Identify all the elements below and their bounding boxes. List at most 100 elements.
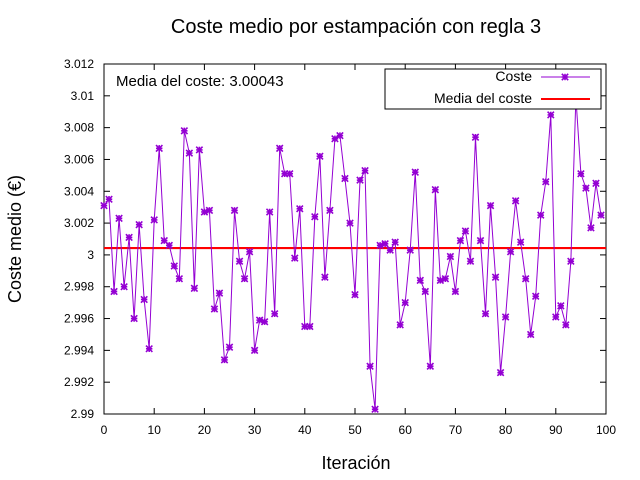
data-point-coste bbox=[521, 275, 530, 283]
data-point-coste bbox=[165, 241, 174, 250]
data-point-coste bbox=[235, 257, 244, 266]
data-point-coste bbox=[316, 152, 324, 161]
data-point-coste bbox=[536, 211, 545, 219]
data-point-coste bbox=[366, 362, 374, 371]
x-axis-label: Iteración bbox=[321, 453, 390, 473]
data-point-coste bbox=[562, 321, 570, 329]
data-point-coste bbox=[567, 257, 575, 266]
data-point-coste bbox=[371, 405, 379, 413]
data-point-coste bbox=[381, 240, 389, 248]
data-point-coste bbox=[406, 246, 414, 254]
data-point-coste bbox=[597, 211, 605, 219]
legend-marker-coste bbox=[561, 73, 569, 81]
data-point-coste bbox=[471, 133, 480, 141]
data-point-coste bbox=[326, 206, 334, 215]
data-point-coste bbox=[296, 205, 304, 213]
data-point-coste bbox=[110, 287, 118, 296]
data-point-coste bbox=[557, 302, 565, 310]
data-point-coste bbox=[190, 284, 199, 293]
data-point-coste bbox=[491, 273, 500, 281]
data-point-coste bbox=[421, 287, 430, 296]
y-tick-label: 2.992 bbox=[64, 375, 94, 389]
data-point-coste bbox=[250, 346, 259, 355]
data-point-coste bbox=[195, 146, 204, 154]
data-point-coste bbox=[426, 362, 435, 371]
x-tick-label: 20 bbox=[198, 423, 212, 437]
data-point-coste bbox=[391, 238, 399, 246]
data-point-coste bbox=[486, 201, 495, 210]
data-point-coste bbox=[411, 168, 420, 176]
data-point-coste bbox=[356, 176, 364, 184]
data-point-coste bbox=[431, 185, 440, 194]
legend-star-marker bbox=[561, 73, 569, 81]
data-point-coste bbox=[285, 170, 294, 178]
y-tick-label: 3.012 bbox=[64, 57, 94, 71]
y-tick-label: 2.998 bbox=[64, 280, 94, 294]
data-point-coste bbox=[441, 275, 450, 283]
data-point-coste bbox=[451, 287, 460, 296]
data-point-coste bbox=[526, 330, 535, 339]
data-point-coste bbox=[245, 247, 254, 256]
data-point-coste bbox=[130, 314, 138, 323]
data-point-coste bbox=[290, 254, 299, 262]
data-point-coste bbox=[240, 275, 249, 283]
data-point-coste bbox=[386, 246, 394, 254]
legend: Coste Media del coste bbox=[384, 68, 602, 110]
data-point-coste bbox=[215, 289, 224, 297]
plot-frame bbox=[103, 63, 607, 415]
data-point-coste bbox=[341, 174, 349, 183]
data-point-coste bbox=[125, 233, 133, 242]
data-point-coste bbox=[336, 131, 344, 140]
x-tick-label: 90 bbox=[549, 423, 563, 437]
data-point-coste bbox=[506, 247, 515, 256]
data-point-coste bbox=[476, 236, 485, 245]
data-point-coste bbox=[175, 275, 184, 283]
data-point-coste bbox=[466, 257, 475, 266]
y-tick-label: 2.99 bbox=[71, 407, 95, 421]
data-point-coste bbox=[531, 292, 540, 301]
data-point-coste bbox=[180, 127, 189, 135]
data-point-coste bbox=[220, 356, 229, 364]
data-point-coste bbox=[501, 313, 510, 321]
x-tick-label: 0 bbox=[101, 423, 108, 437]
data-point-coste bbox=[346, 219, 354, 227]
data-point-coste bbox=[552, 313, 560, 321]
y-axis-label: Coste medio (€) bbox=[5, 175, 25, 303]
y-tick-label: 3.008 bbox=[64, 121, 94, 135]
legend-label-media: Media del coste bbox=[434, 90, 532, 106]
data-point-coste bbox=[270, 310, 279, 318]
data-point-coste bbox=[592, 179, 600, 188]
data-point-coste bbox=[547, 111, 555, 119]
data-point-coste bbox=[446, 252, 455, 261]
series-line-coste bbox=[103, 97, 602, 410]
x-tick-label: 80 bbox=[499, 423, 513, 437]
y-tick-label: 3 bbox=[87, 248, 94, 262]
data-point-coste bbox=[481, 310, 490, 318]
y-tick-label: 3.004 bbox=[64, 184, 94, 198]
data-point-coste bbox=[311, 212, 319, 221]
data-point-coste bbox=[275, 144, 284, 153]
data-point-coste bbox=[361, 166, 369, 175]
data-point-coste bbox=[582, 184, 590, 192]
mean-annotation: Media del coste: 3.00043 bbox=[116, 73, 284, 90]
data-point-coste bbox=[577, 170, 585, 178]
data-point-coste bbox=[511, 197, 520, 205]
data-point-coste bbox=[516, 238, 525, 246]
data-point-coste bbox=[225, 343, 234, 351]
y-tick-label: 2.996 bbox=[64, 312, 94, 326]
x-tick-label: 70 bbox=[449, 423, 463, 437]
legend-label-coste: Coste bbox=[495, 68, 532, 84]
data-point-coste bbox=[170, 262, 179, 270]
y-axis-ticks: 2.99 2.992 2.994 2.996 2.998 3 3.002 3.004 3.006… bbox=[64, 57, 606, 421]
y-tick-label: 2.994 bbox=[64, 343, 94, 357]
data-point-coste bbox=[587, 224, 595, 232]
series-layer bbox=[100, 93, 606, 413]
data-point-coste bbox=[230, 206, 239, 215]
data-point-coste bbox=[100, 201, 108, 210]
y-tick-label: 3.002 bbox=[64, 216, 94, 230]
data-point-coste bbox=[396, 321, 404, 329]
data-point-coste bbox=[155, 144, 163, 153]
x-tick-label: 100 bbox=[596, 423, 616, 437]
chart-title: Coste medio por estampación con regla 3 bbox=[171, 16, 541, 38]
